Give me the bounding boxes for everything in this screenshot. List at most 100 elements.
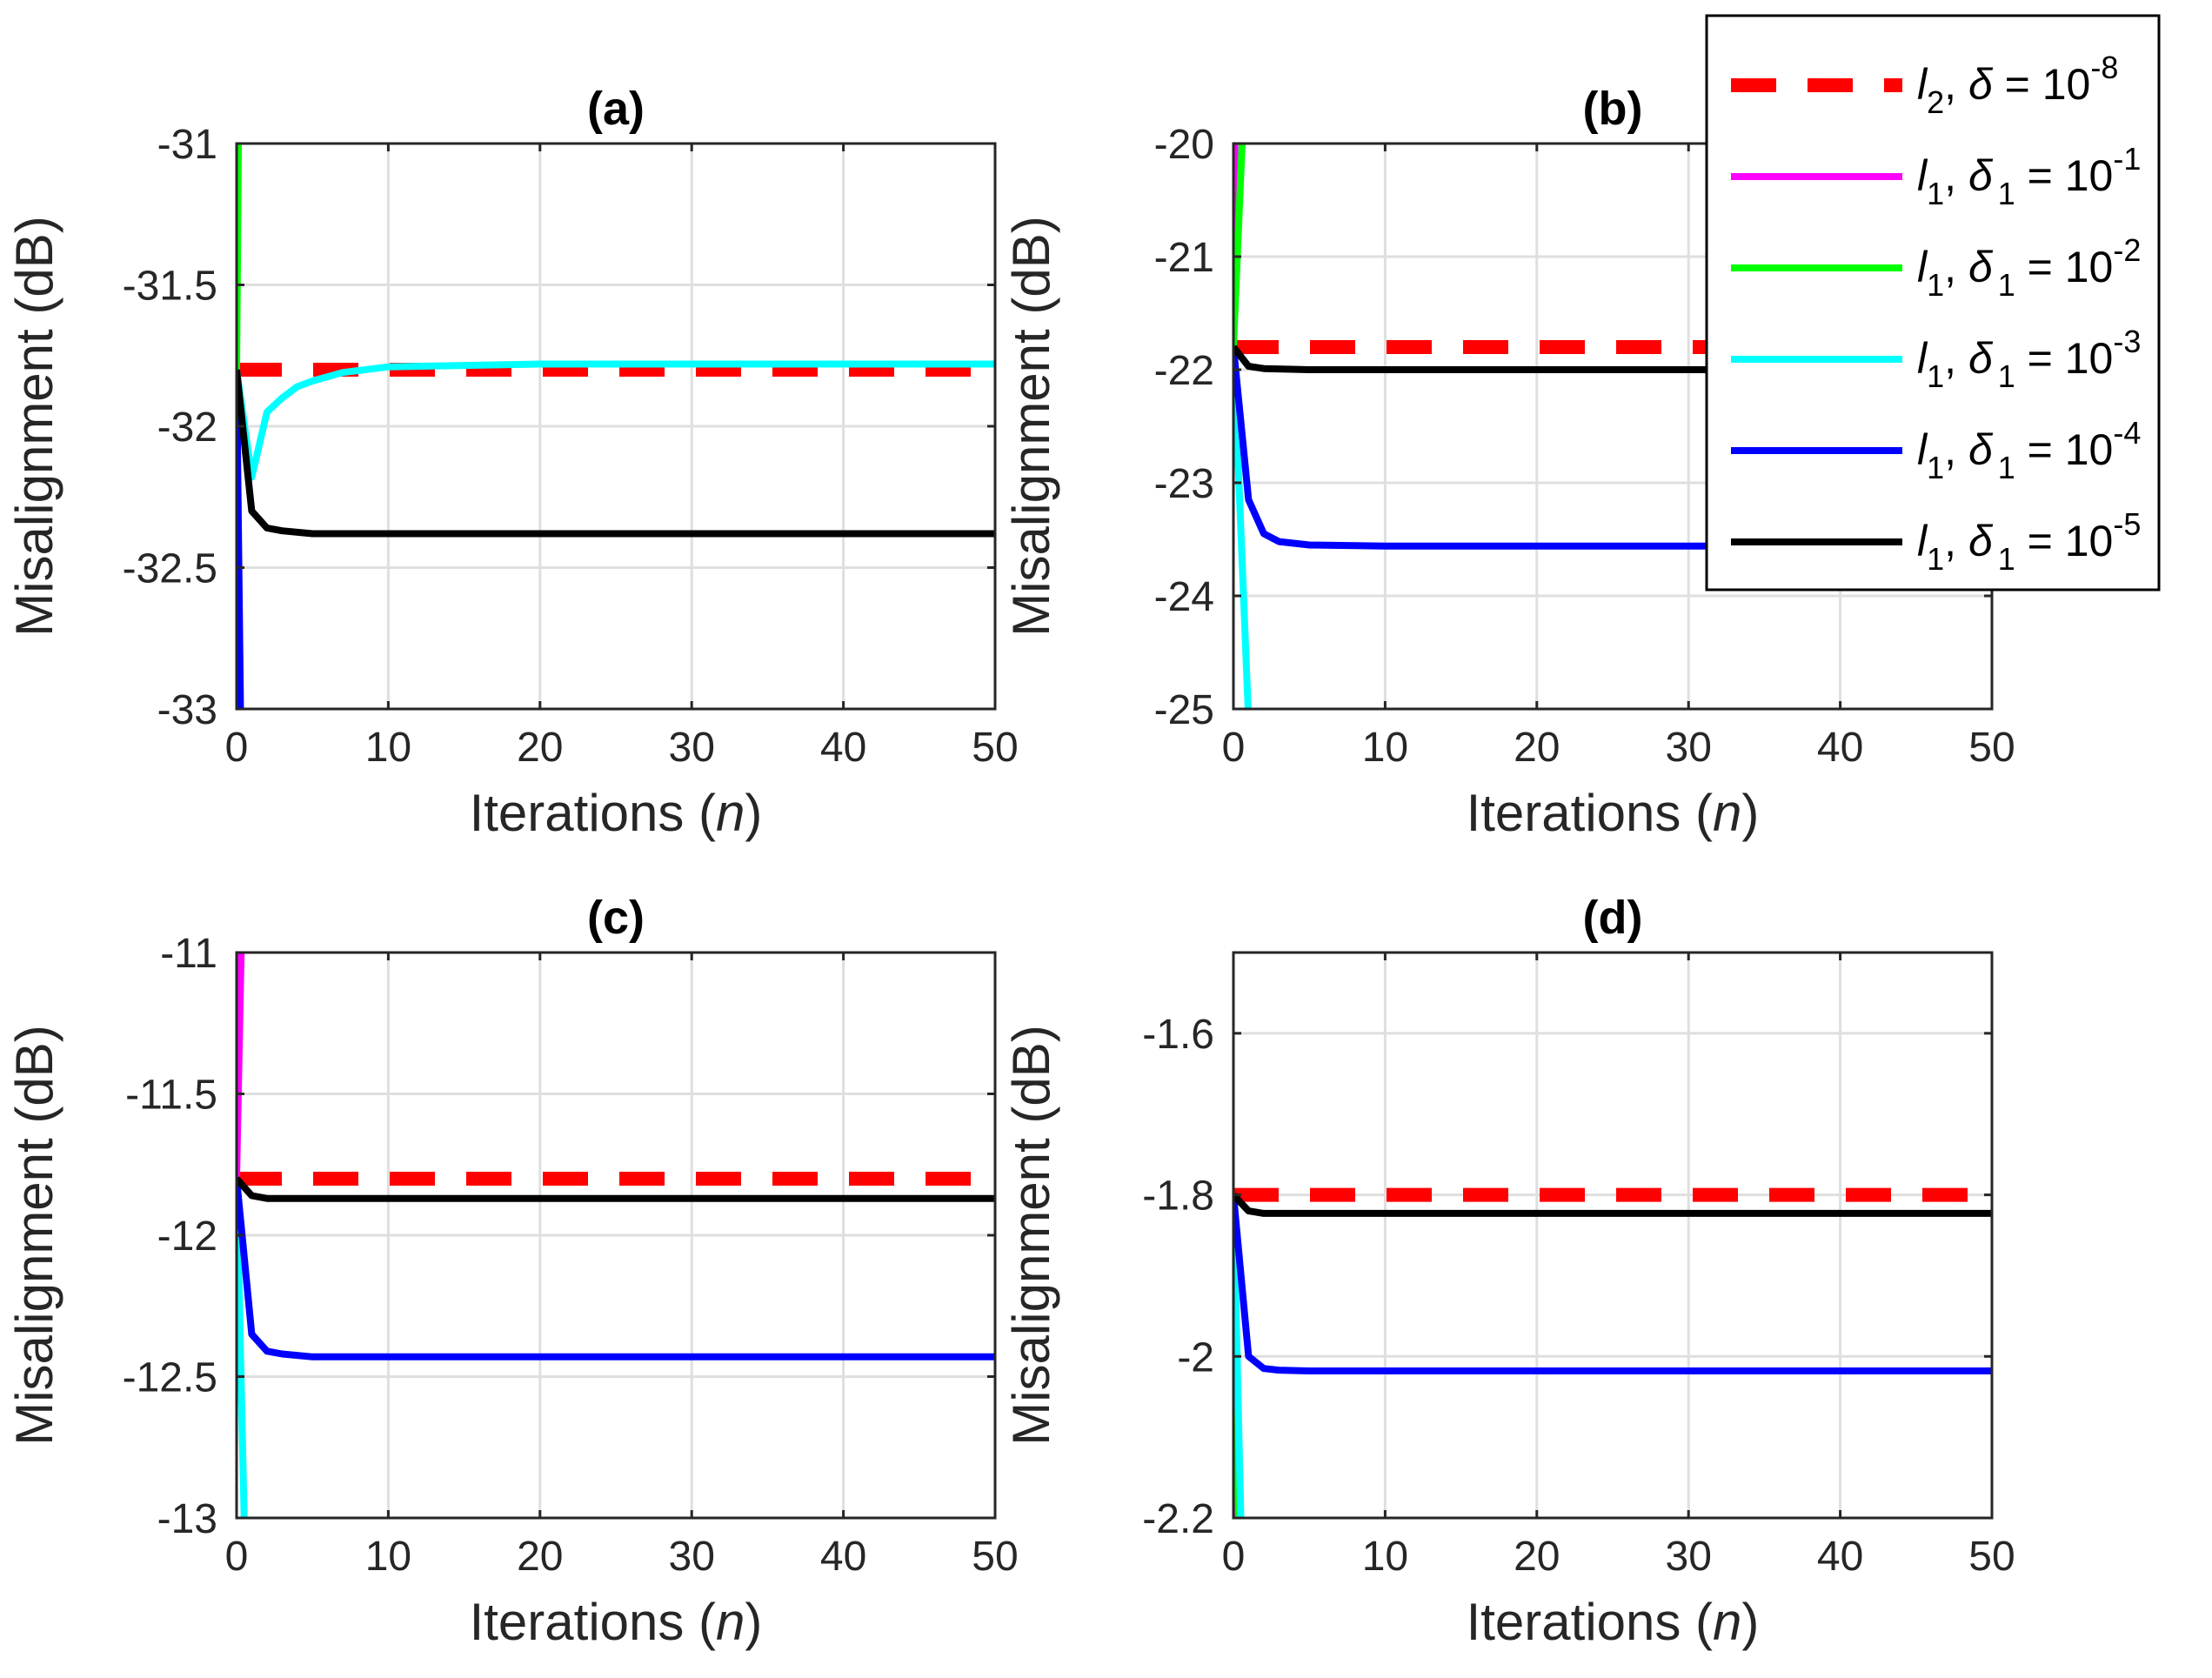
- x-tick-label: 50: [1968, 725, 2015, 771]
- panel-a: 0 10 20 30 40 50 -31 -31.5 -32 -32.5 -33 (a) Iterati…: [5, 83, 1019, 842]
- x-axis-label: Iterations (n): [1467, 784, 1760, 842]
- legend-norm: l: [1917, 425, 1928, 474]
- y-axis-label: Misalignment (dB): [5, 216, 63, 637]
- legend-norm: l: [1917, 151, 1928, 200]
- legend-exp: -1: [2113, 141, 2141, 177]
- x-tick-label: 0: [1222, 1534, 1246, 1580]
- legend-norm-sub: 2: [1927, 84, 1944, 120]
- legend-delta: δ: [1968, 60, 1994, 109]
- legend-norm: l: [1917, 243, 1928, 291]
- x-tick-label: 20: [1514, 1534, 1560, 1580]
- series-line-d1e2: [1233, 144, 1246, 348]
- y-tick-label: -20: [1154, 122, 1214, 168]
- y-tick-label: -2.2: [1142, 1496, 1214, 1542]
- y-tick-label: -25: [1154, 687, 1214, 733]
- series-line-d1e5: [1233, 344, 1992, 373]
- x-tick-label: 30: [1666, 1534, 1712, 1580]
- x-axis-label-end: ): [745, 1593, 762, 1651]
- series-line-d1e4: [1233, 1194, 1992, 1374]
- legend-exp: -5: [2113, 506, 2141, 542]
- y-tick-label: -1.8: [1142, 1173, 1214, 1220]
- legend-delta: δ: [1968, 243, 1994, 291]
- legend-sep: ,: [1944, 517, 1968, 565]
- legend-entry-l2: l2, δ = 10-8: [1917, 50, 2118, 120]
- x-axis-label: Iterations (n): [470, 1593, 763, 1651]
- x-axis-label-var: n: [1713, 1593, 1741, 1651]
- legend-eq: = 10: [2015, 243, 2114, 291]
- legend-delta: δ: [1968, 151, 1994, 200]
- series-line-d1e4: [1233, 346, 1992, 550]
- panel-title: (c): [587, 892, 645, 944]
- series-line-d1e5: [1233, 1192, 1992, 1217]
- y-axis-label: Misalignment (dB): [5, 1025, 63, 1446]
- x-tick-label: 40: [1817, 725, 1863, 771]
- x-tick-label: 10: [1362, 725, 1408, 771]
- y-tick-label: -21: [1154, 235, 1214, 281]
- x-tick-label: 0: [225, 1534, 249, 1580]
- x-tick-label: 40: [820, 725, 866, 771]
- x-tick-label: 50: [972, 1534, 1018, 1580]
- legend-norm-sub: 1: [1927, 541, 1944, 577]
- x-axis-label-var: n: [716, 1593, 745, 1651]
- legend-box: [1705, 14, 2161, 592]
- series-line-d1e3: [237, 360, 995, 481]
- legend-eq: = 10: [1993, 60, 2091, 109]
- x-tick-label: 20: [1514, 725, 1560, 771]
- series-line-d1e5: [237, 1176, 995, 1202]
- plot-area: [1233, 953, 1992, 1518]
- panel-c: 0 10 20 30 40 50 -11 -11.5 -12 -12.5 -13 (c) Iterati…: [5, 892, 1019, 1651]
- x-tick-label: 20: [517, 1534, 563, 1580]
- x-axis-label-text: Iterations (: [470, 784, 716, 842]
- legend-norm: l: [1917, 60, 1928, 109]
- x-axis-label-var: n: [716, 784, 745, 842]
- panel-title: (b): [1583, 83, 1643, 135]
- x-axis-label: Iterations (n): [1467, 1593, 1760, 1651]
- x-tick-label: 10: [365, 1534, 411, 1580]
- x-axis-label-end: ): [1741, 1593, 1759, 1651]
- legend-sep: ,: [1944, 425, 1968, 474]
- panel-title: (d): [1583, 892, 1643, 944]
- y-tick-label: -33: [157, 687, 217, 733]
- legend-eq: = 10: [2015, 517, 2114, 565]
- y-tick-label: -12.5: [123, 1355, 217, 1401]
- x-axis-label-end: ): [745, 784, 762, 842]
- y-tick-label: -12: [157, 1213, 217, 1260]
- legend-eq: = 10: [2015, 334, 2114, 383]
- legend-exp: -8: [2090, 50, 2118, 85]
- series-line-d1e4: [237, 1178, 995, 1360]
- legend-delta-sub: 1: [1998, 358, 2015, 394]
- x-tick-label: 50: [1968, 1534, 2015, 1580]
- y-tick-label: -11: [160, 931, 217, 977]
- x-tick-label: 0: [225, 725, 249, 771]
- y-tick-label: -32.5: [123, 546, 217, 592]
- y-tick-label: -2: [1177, 1334, 1214, 1381]
- y-axis-label: Misalignment (dB): [1002, 1025, 1060, 1446]
- series-line-d1e3: [1233, 346, 1252, 709]
- y-tick-label: -22: [1154, 348, 1214, 394]
- legend-exp: -2: [2113, 232, 2141, 268]
- y-tick-label: -1.6: [1142, 1012, 1214, 1058]
- legend-delta-sub: 1: [1998, 541, 2015, 577]
- legend-norm: l: [1917, 334, 1928, 383]
- series-line-d1e5: [237, 369, 995, 538]
- legend-delta-sub: 1: [1998, 176, 2015, 211]
- legend-sep: ,: [1944, 243, 1968, 291]
- legend-eq: = 10: [2015, 151, 2114, 200]
- x-axis-label-var: n: [1713, 784, 1741, 842]
- legend-sep: ,: [1944, 334, 1968, 383]
- legend-delta-sub: 1: [1998, 267, 2015, 303]
- legend-delta: δ: [1968, 425, 1994, 474]
- x-axis-label: Iterations (n): [470, 784, 763, 842]
- x-axis-label-text: Iterations (: [470, 1593, 716, 1651]
- legend-eq: = 10: [2015, 425, 2114, 474]
- x-tick-label: 30: [669, 1534, 715, 1580]
- x-axis-label-text: Iterations (: [1467, 1593, 1713, 1651]
- legend-sep: ,: [1944, 151, 1968, 200]
- legend-sep: ,: [1944, 60, 1968, 109]
- legend-norm-sub: 1: [1927, 176, 1944, 211]
